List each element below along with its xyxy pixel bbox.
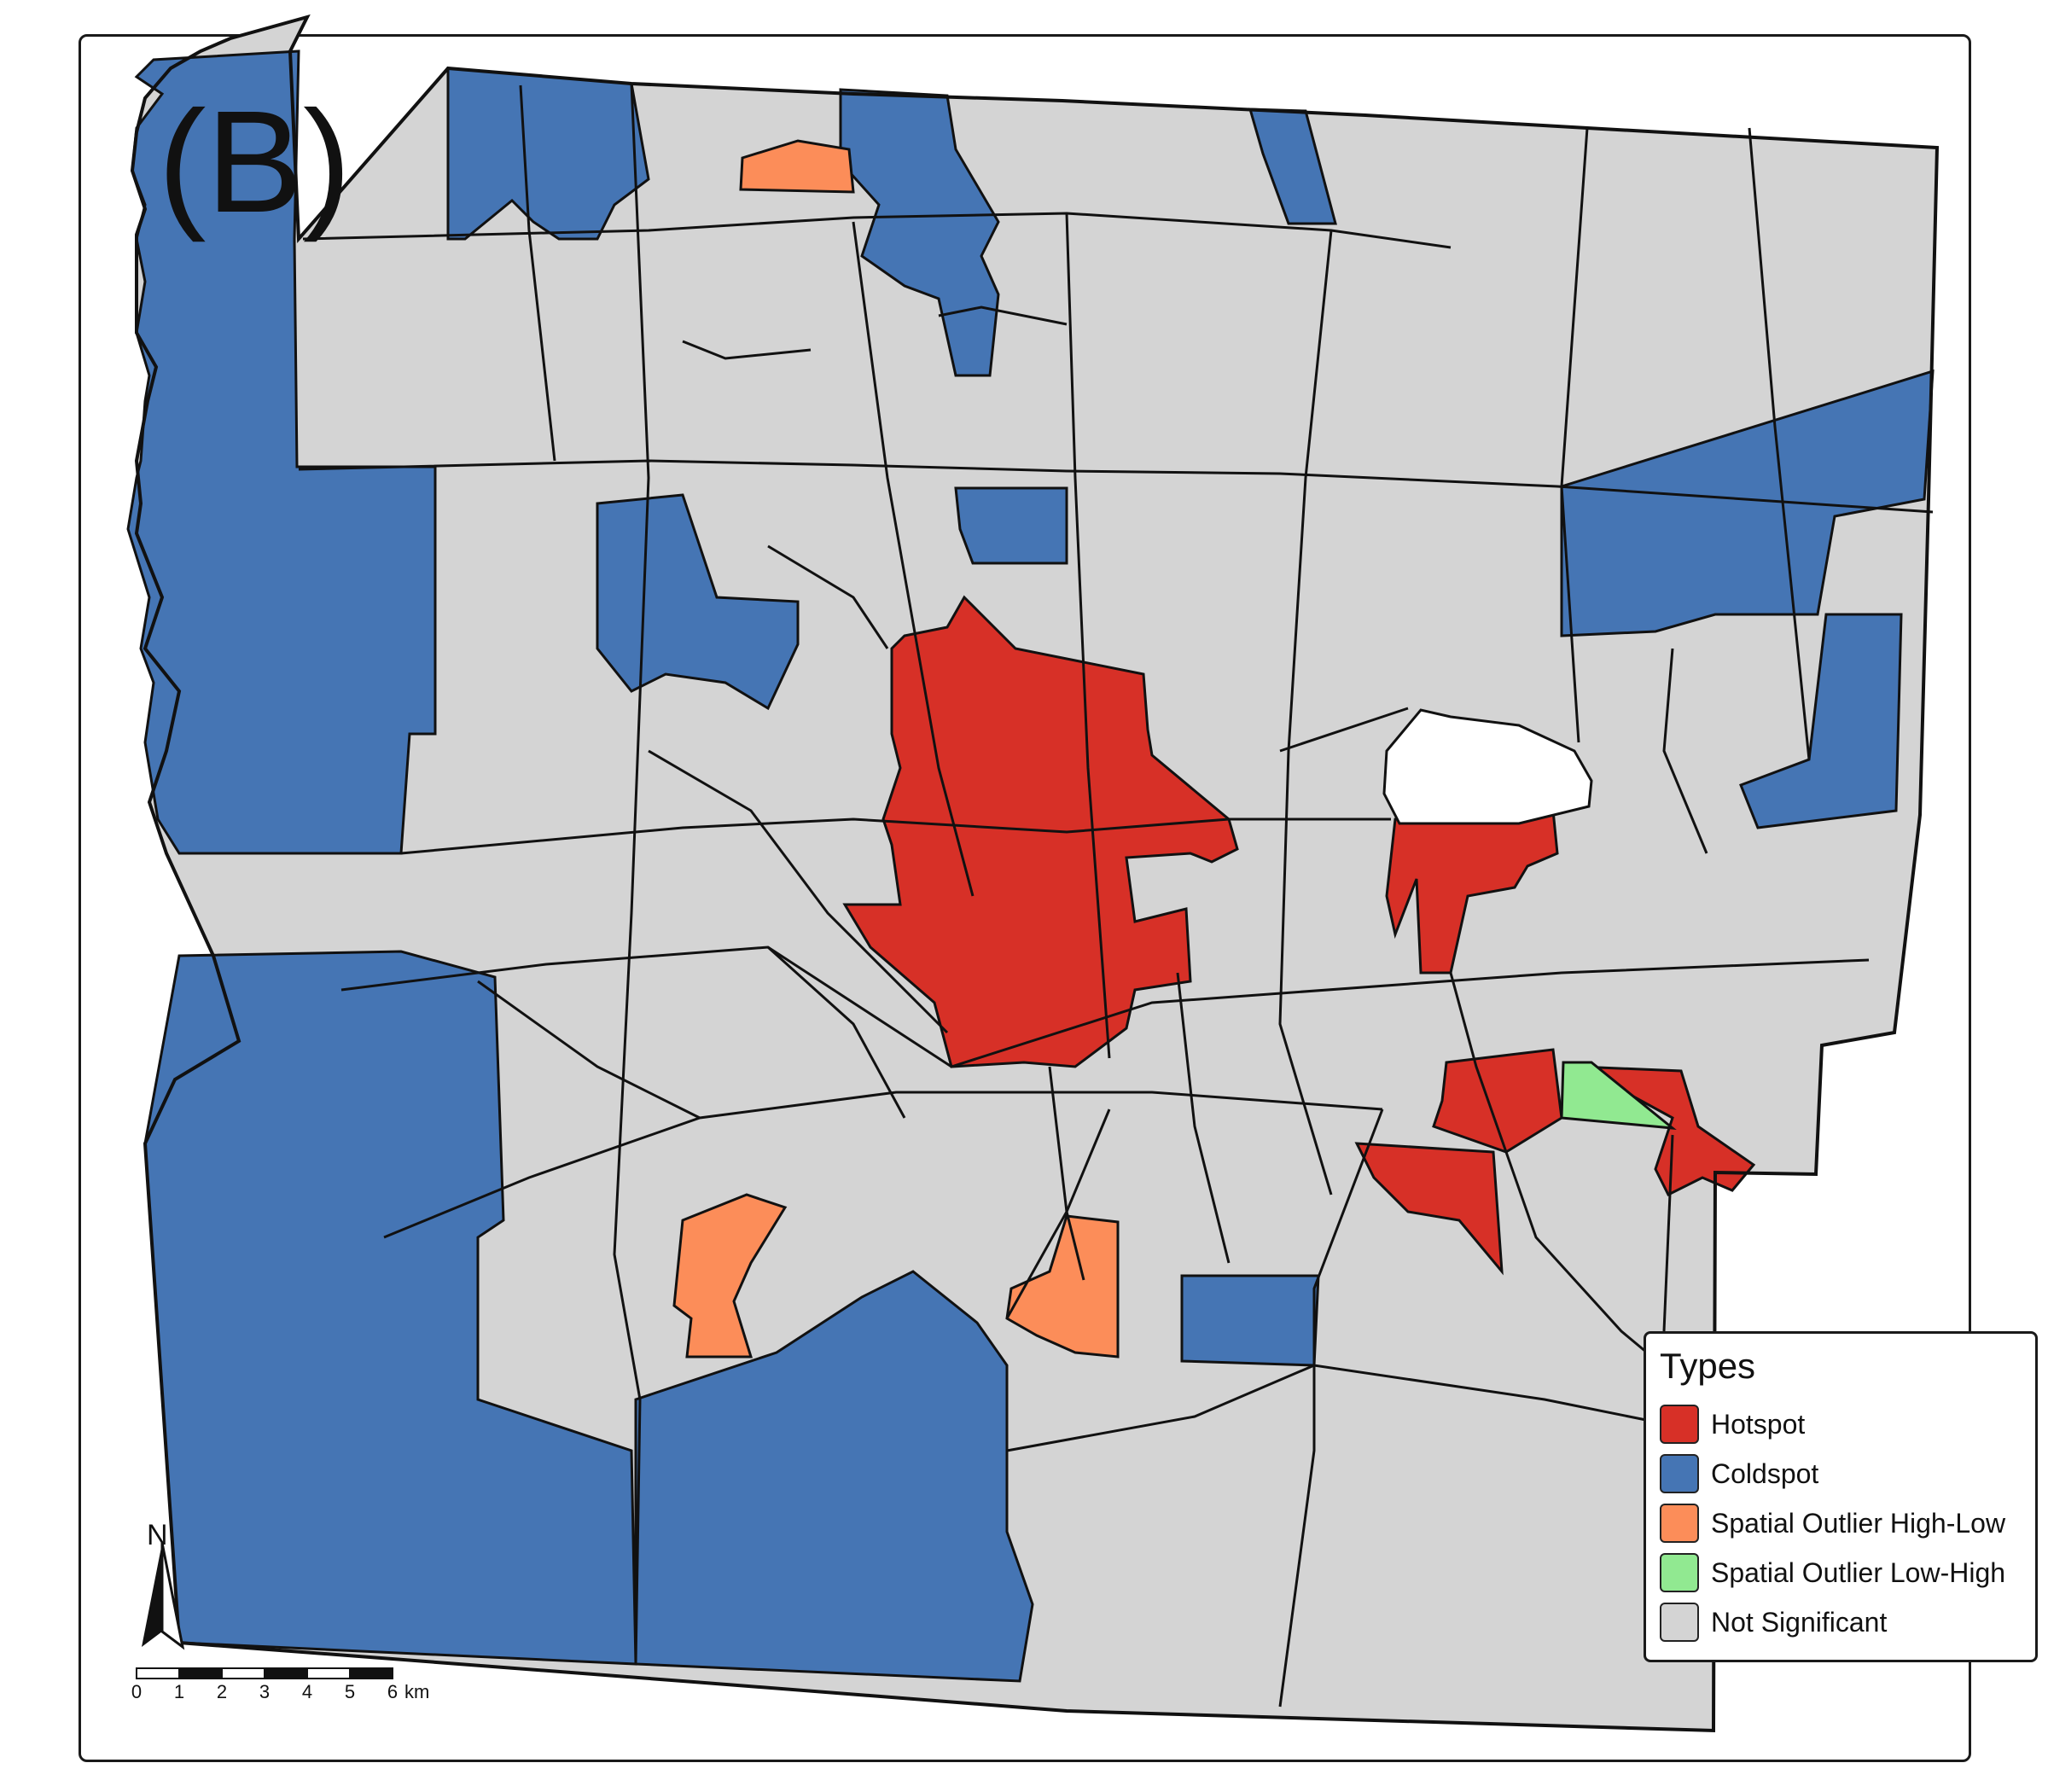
coldspot-region — [596, 493, 800, 711]
not-significant-swatch — [1660, 1603, 1699, 1642]
legend-label: Spatial Outlier Low-High — [1711, 1556, 2006, 1588]
legend-label: Spatial Outlier High-Low — [1711, 1507, 2006, 1539]
legend-item-coldspot: Coldspot — [1660, 1453, 1818, 1494]
scale-tick-label: 6 — [387, 1681, 399, 1702]
outlier-high-low-region — [739, 139, 855, 194]
scale-bar-segment — [136, 1667, 180, 1679]
legend-item-outlier-high-low: Spatial Outlier High-Low — [1660, 1503, 2005, 1544]
tract-boundaries — [298, 83, 1934, 1708]
coldspot-region — [839, 88, 1000, 377]
scale-tick-label: 5 — [344, 1681, 356, 1702]
legend-item-not-significant: Not Significant — [1660, 1602, 1887, 1643]
legend-label: Hotspot — [1711, 1408, 1806, 1440]
scale-bar-segment — [264, 1667, 308, 1679]
legend-title: Types — [1660, 1346, 1756, 1386]
hotspot-swatch — [1660, 1405, 1699, 1444]
hotspot-region — [1385, 809, 1559, 975]
outlier-low-high-regions — [1560, 1061, 1677, 1130]
hotspot-region — [842, 595, 1239, 1068]
coldspot-swatch — [1660, 1454, 1699, 1493]
outlier-high-low-region — [1005, 1214, 1120, 1359]
coldspot-region — [634, 1270, 1034, 1683]
north-arrow-icon — [142, 1542, 185, 1650]
scale-bar-segment — [178, 1667, 223, 1679]
scale-tick-label: 2 — [216, 1681, 228, 1702]
coldspot-region — [1180, 1274, 1320, 1367]
outlier-high-low-regions — [672, 139, 1120, 1359]
hotspot-region — [1578, 1065, 1756, 1197]
scale-tick-label: 0 — [131, 1681, 143, 1702]
north-label: N — [147, 1519, 168, 1551]
legend-item-outlier-low-high: Spatial Outlier Low-High — [1660, 1552, 2005, 1593]
coldspot-region — [446, 67, 650, 241]
panel-label: (B) — [158, 81, 352, 243]
scale-bar — [136, 1667, 393, 1679]
scale-bar-segment — [221, 1667, 265, 1679]
coldspot-region — [954, 486, 1068, 565]
legend-label: Coldspot — [1711, 1457, 1819, 1489]
hotspot-region — [1354, 1142, 1504, 1276]
scale-tick-label: 1 — [173, 1681, 185, 1702]
scale-unit-label: km — [404, 1681, 430, 1702]
legend: Types Hotspot Coldspot Spatial Outlier H… — [1644, 1331, 2038, 1662]
county-outline — [130, 14, 1940, 1733]
outlier-high-low-region — [672, 1193, 788, 1359]
scale-tick-label: 4 — [301, 1681, 313, 1702]
no-data-region — [1382, 708, 1593, 825]
legend-item-hotspot: Hotspot — [1660, 1404, 1805, 1445]
outlier-low-high-region — [1560, 1061, 1677, 1130]
outlier-high-low-swatch — [1660, 1504, 1699, 1543]
scale-tick-label: 3 — [259, 1681, 271, 1702]
coldspot-regions — [126, 49, 1935, 1683]
scale-bar-segment — [349, 1667, 393, 1679]
hotspot-regions — [842, 595, 1756, 1276]
legend-label: Not Significant — [1711, 1606, 1888, 1638]
outlier-low-high-swatch — [1660, 1553, 1699, 1592]
scale-bar-segment — [306, 1667, 351, 1679]
